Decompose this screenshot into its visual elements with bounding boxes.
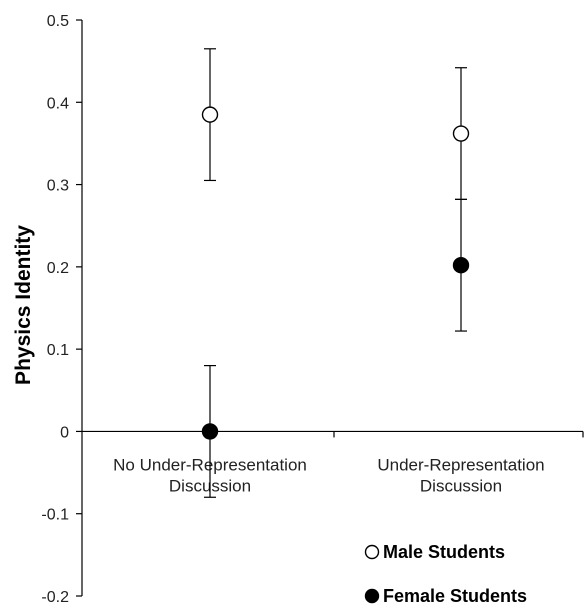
x-category-label: Under-Representation Discussion	[377, 455, 544, 495]
y-tick-label: 0	[60, 424, 69, 441]
female-point	[201, 423, 219, 440]
x-category-labels: No Under-Representation DiscussionUnder-R…	[113, 455, 544, 495]
y-axis-label: Physics Identity	[12, 225, 35, 385]
y-tick-label: -0.2	[41, 589, 69, 606]
y-tick-label: -0.1	[41, 507, 69, 524]
y-ticks: -0.2 -0.1 0 0.1 0.2 0.3 0.4 0.5	[41, 13, 82, 606]
axes	[81, 20, 584, 596]
y-tick-label: 0.1	[47, 342, 69, 359]
legend-open-circle-icon	[364, 544, 380, 560]
male-point	[452, 125, 470, 142]
legend-entry-label: Male Students	[383, 542, 505, 562]
y-tick-label: 0.3	[47, 178, 69, 195]
legend: Male Students Female Students	[364, 542, 527, 606]
legend-entry-label: Female Students	[383, 586, 527, 606]
female-point	[452, 257, 470, 274]
y-tick-label: 0.2	[47, 260, 69, 277]
y-tick-label: 0.4	[47, 95, 69, 112]
male-point	[201, 106, 219, 123]
y-tick-label: 0.5	[47, 13, 69, 30]
legend-filled-circle-icon	[364, 588, 380, 604]
data-marks	[201, 48, 470, 498]
